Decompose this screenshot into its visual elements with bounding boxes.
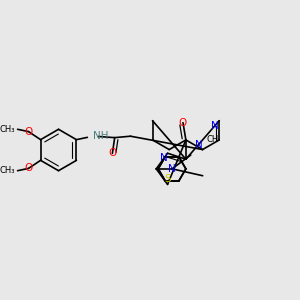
Text: O: O: [179, 118, 187, 128]
Text: CH₃: CH₃: [0, 125, 15, 134]
Text: O: O: [24, 164, 33, 173]
Text: S: S: [164, 174, 171, 184]
Text: N: N: [168, 164, 176, 174]
Text: O: O: [108, 148, 116, 158]
Text: CH₃: CH₃: [0, 166, 15, 175]
Text: O: O: [24, 127, 33, 136]
Text: N: N: [160, 153, 168, 163]
Text: CH: CH: [207, 135, 219, 144]
Text: N: N: [195, 140, 203, 150]
Text: NH: NH: [93, 131, 109, 141]
Text: N: N: [212, 121, 219, 131]
